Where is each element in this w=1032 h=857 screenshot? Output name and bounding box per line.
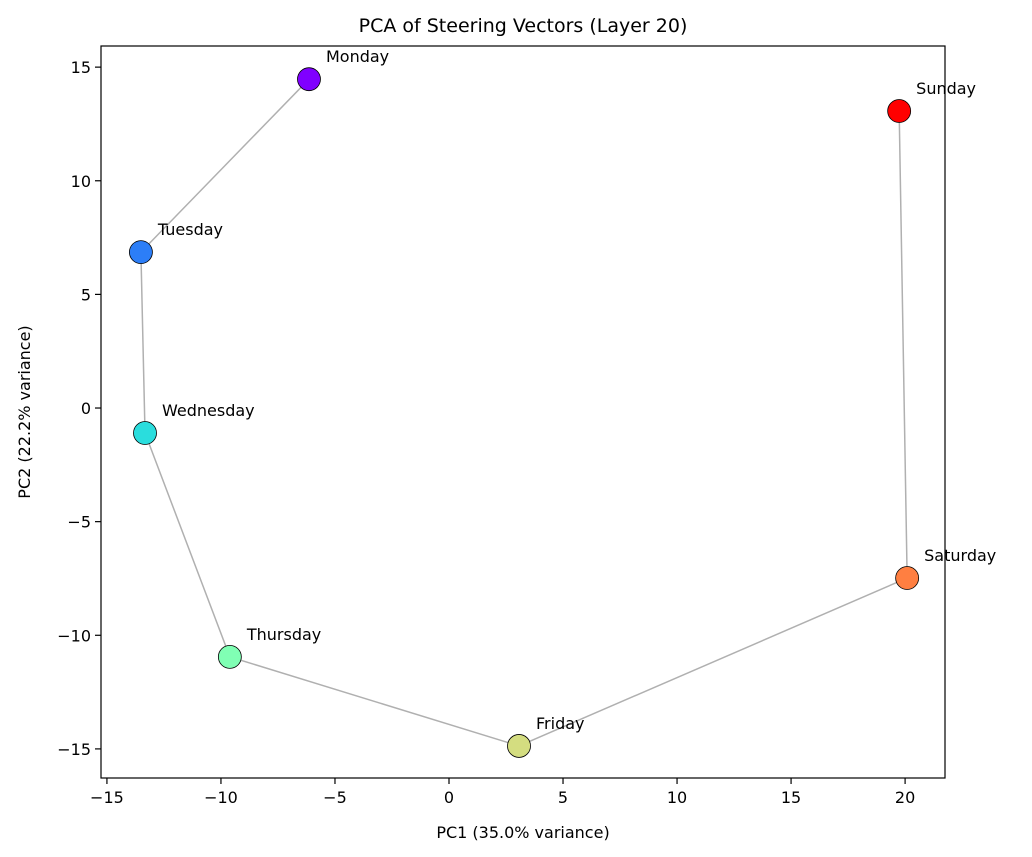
point-label-saturday: Saturday: [924, 546, 996, 565]
y-axis-label: PC2 (22.2% variance): [15, 325, 34, 498]
x-tick-label: 0: [444, 788, 454, 807]
x-tick-label: −10: [204, 788, 238, 807]
x-tick-label: −5: [323, 788, 347, 807]
point-friday: [507, 734, 531, 758]
x-tick-label: 15: [781, 788, 801, 807]
point-label-wednesday: Wednesday: [162, 401, 255, 420]
y-tick-label: 15: [71, 58, 91, 77]
y-tick-label: 5: [81, 285, 91, 304]
x-tick-label: −15: [90, 788, 124, 807]
x-tick-label: 20: [895, 788, 915, 807]
x-tick-label: 5: [558, 788, 568, 807]
x-axis-label: PC1 (35.0% variance): [436, 823, 609, 842]
y-tick-label: 10: [71, 172, 91, 191]
point-thursday: [217, 644, 242, 669]
y-tick-label: −5: [67, 513, 91, 532]
x-tick-label: 10: [667, 788, 687, 807]
y-tick-label: −15: [57, 740, 91, 759]
point-tuesday: [129, 240, 153, 265]
point-label-tuesday: Tuesday: [157, 220, 223, 239]
y-tick-label: −10: [57, 626, 91, 645]
plot-area: Monday Tuesday Wednesday Thursday Friday Satu…: [57, 45, 996, 807]
point-label-friday: Friday: [536, 714, 585, 733]
point-monday: [297, 67, 321, 92]
point-label-sunday: Sunday: [916, 79, 976, 98]
point-wednesday: [133, 421, 157, 445]
connecting-line: [140, 78, 908, 747]
axes-frame: [100, 45, 946, 779]
y-tick-label: 0: [81, 399, 91, 418]
point-label-monday: Monday: [326, 47, 389, 66]
point-saturday: [895, 566, 920, 590]
point-label-thursday: Thursday: [246, 625, 321, 644]
point-sunday: [887, 99, 912, 123]
chart-title: PCA of Steering Vectors (Layer 20): [359, 15, 688, 37]
